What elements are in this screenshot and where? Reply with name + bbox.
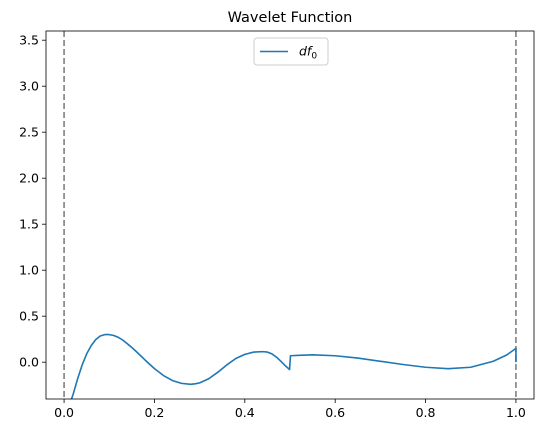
axes: 0.0 0.2 0.4 0.6 0.8 1.0 0.0 0.5 1.0 1.5 2.0 2.5 3.0 3… bbox=[19, 30, 535, 420]
x-tick-label: 0.2 bbox=[144, 405, 164, 420]
x-tick-label: 0.8 bbox=[416, 405, 436, 420]
y-tick-label: 3.5 bbox=[19, 33, 39, 48]
y-tick-label: 3.0 bbox=[19, 79, 39, 94]
y-tick-label: 1.5 bbox=[19, 217, 39, 232]
chart-title: Wavelet Function bbox=[228, 10, 353, 26]
legend-box bbox=[253, 37, 329, 66]
y-tick-label: 2.0 bbox=[19, 171, 39, 186]
x-tick-label: 0.6 bbox=[325, 405, 345, 420]
x-tick-label: 1.0 bbox=[506, 405, 526, 420]
y-tick-label: 0.5 bbox=[19, 309, 39, 324]
x-tick-label: 0.0 bbox=[54, 405, 74, 420]
x-tick-label: 0.4 bbox=[235, 405, 255, 420]
y-tick-label: 0.0 bbox=[19, 355, 39, 370]
axes-frame bbox=[45, 30, 535, 400]
plot-area bbox=[63, 31, 517, 399]
legend-label: df0 bbox=[299, 44, 317, 62]
y-tick-label: 2.5 bbox=[19, 125, 39, 140]
legend: df0 bbox=[253, 37, 329, 66]
y-tick-label: 1.0 bbox=[19, 263, 39, 278]
series-line-0 bbox=[70, 333, 517, 399]
